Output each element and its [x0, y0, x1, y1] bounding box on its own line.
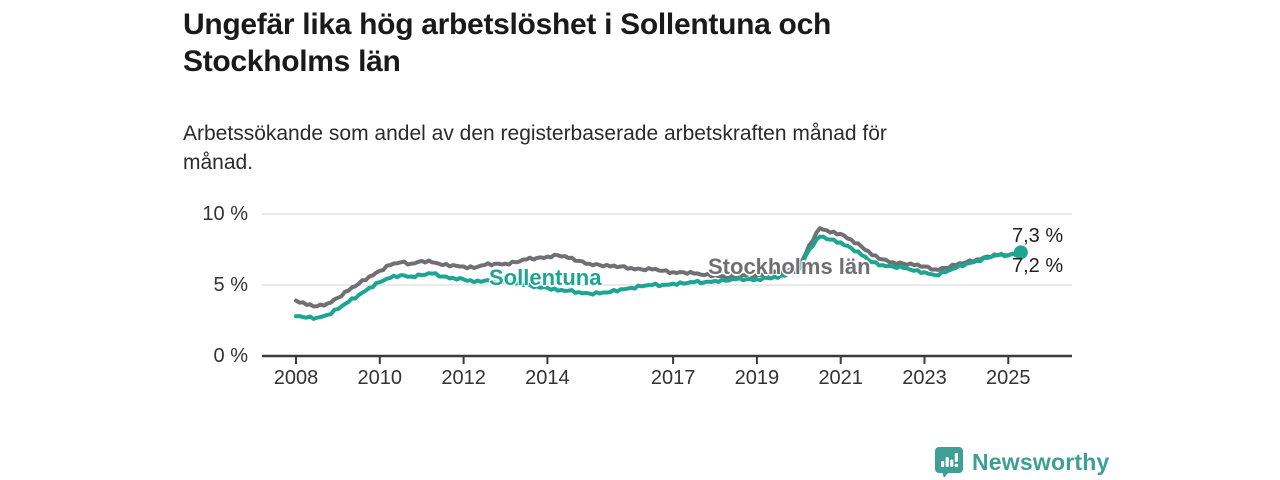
newsworthy-logo-text: Newsworthy [972, 449, 1110, 475]
x-axis-label-2021: 2021 [818, 367, 863, 389]
series-label-stockholms-lan: Stockholms län [708, 254, 871, 279]
chart-subtitle-line-2: månad. [183, 151, 254, 174]
line-series-sollentuna [294, 234, 1023, 321]
bar-chart-bubble-icon [935, 446, 963, 478]
x-axis-label-2010: 2010 [357, 367, 403, 389]
line-series-stockholms-l-n [294, 226, 1023, 309]
y-axis-label-0: 0 % [213, 345, 248, 367]
x-axis-label-2025: 2025 [986, 367, 1031, 389]
chart-title-line-1: Ungefär lika hög arbetslöshet i Sollentu… [183, 8, 831, 41]
chart-title: Ungefär lika hög arbetslöshet i Sollentu… [183, 6, 1043, 80]
x-axis-label-2008: 2008 [273, 367, 319, 389]
newsworthy-logo: Newsworthy [935, 446, 1109, 478]
x-axis-label-2012: 2012 [441, 367, 486, 389]
series-label-sollentuna: Sollentuna [489, 265, 602, 290]
x-axis-label-2019: 2019 [734, 367, 780, 389]
end-dot-sollentuna [1013, 245, 1028, 260]
y-axis-label-5: 5 % [213, 274, 248, 296]
chart-title-line-2: Stockholms län [183, 45, 401, 78]
chart-subtitle: Arbetssökande som andel av den registerb… [183, 119, 1043, 177]
end-value-label-sollentuna: 7,3 % [1012, 225, 1064, 247]
x-axis-label-2014: 2014 [525, 367, 570, 389]
end-value-label-stockholms-lan: 7,2 % [1012, 255, 1064, 277]
x-axis-label-2023: 2023 [902, 367, 947, 389]
chart-subtitle-line-1: Arbetssökande som andel av den registerb… [183, 122, 887, 145]
x-axis-label-2017: 2017 [650, 367, 696, 389]
y-axis-label-10: 10 % [202, 203, 248, 225]
